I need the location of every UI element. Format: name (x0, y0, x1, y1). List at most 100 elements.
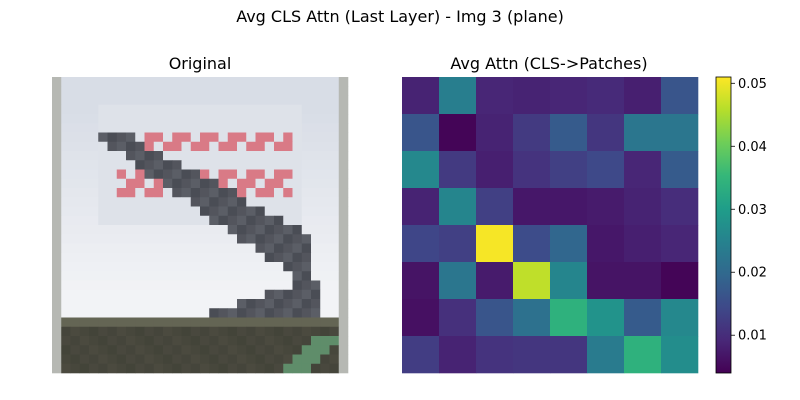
image-pixel (116, 169, 127, 180)
image-pixel (79, 104, 90, 115)
image-pixel (329, 123, 340, 133)
image-pixel (320, 123, 330, 133)
image-pixel (79, 326, 90, 337)
image-pixel (292, 299, 303, 309)
image-pixel (274, 215, 284, 226)
image-pixel (126, 363, 136, 374)
image-pixel (61, 363, 71, 374)
image-pixel (311, 345, 321, 355)
image-pixel (52, 363, 62, 374)
image-pixel (274, 169, 284, 180)
image-pixel (255, 188, 266, 198)
image-pixel (200, 308, 210, 318)
heatmap-cell (661, 151, 699, 189)
heatmap-cell (476, 299, 514, 337)
image-pixel (190, 114, 201, 124)
image-pixel (283, 95, 293, 106)
image-pixel (264, 114, 275, 124)
image-pixel (61, 132, 71, 143)
image-pixel (163, 206, 173, 217)
image-pixel (283, 326, 293, 337)
image-pixel (61, 197, 71, 207)
image-pixel (116, 326, 127, 337)
image-pixel (116, 77, 127, 87)
image-pixel (255, 363, 266, 374)
image-pixel (70, 317, 81, 328)
colorbar: 0.01 0.02 0.03 0.04 0.05 (715, 76, 767, 374)
image-pixel (283, 169, 293, 180)
image-pixel (61, 289, 71, 300)
image-pixel (320, 243, 330, 254)
image-pixel (274, 197, 284, 207)
image-pixel (52, 215, 62, 226)
image-pixel (153, 132, 164, 143)
image-pixel (61, 160, 71, 170)
image-pixel (338, 262, 349, 272)
heatmap-cell (439, 188, 477, 226)
image-pixel (172, 299, 182, 309)
image-pixel (135, 197, 145, 207)
image-pixel (116, 317, 127, 328)
image-pixel (320, 197, 330, 207)
colorbar-tick-label: 0.04 (738, 140, 767, 155)
image-pixel (246, 141, 256, 152)
heatmap-cell (402, 299, 440, 337)
image-pixel (163, 289, 173, 300)
image-pixel (98, 151, 108, 161)
heatmap-cell (587, 336, 625, 374)
image-pixel (135, 206, 145, 217)
image-pixel (89, 123, 99, 133)
image-pixel (200, 86, 210, 96)
image-pixel (144, 354, 155, 365)
image-pixel (329, 326, 340, 337)
image-pixel (237, 252, 247, 263)
image-pixel (61, 326, 71, 337)
image-pixel (181, 114, 192, 124)
image-pixel (218, 197, 229, 207)
image-pixel (311, 243, 321, 254)
image-pixel (311, 336, 321, 346)
image-pixel (70, 299, 81, 309)
image-pixel (255, 252, 266, 263)
image-pixel (126, 299, 136, 309)
image-pixel (70, 262, 81, 272)
image-pixel (218, 289, 229, 300)
image-pixel (227, 252, 238, 263)
image-pixel (264, 225, 275, 235)
image-pixel (52, 299, 62, 309)
image-pixel (70, 215, 81, 226)
image-pixel (181, 326, 192, 337)
image-pixel (126, 188, 136, 198)
image-pixel (153, 225, 164, 235)
image-pixel (135, 114, 145, 124)
image-pixel (301, 141, 312, 152)
image-pixel (181, 299, 192, 309)
image-pixel (209, 280, 219, 291)
image-pixel (52, 317, 62, 328)
image-pixel (218, 252, 229, 263)
image-pixel (283, 345, 293, 355)
image-pixel (89, 86, 99, 96)
image-pixel (181, 151, 192, 161)
image-pixel (301, 299, 312, 309)
image-pixel (172, 354, 182, 365)
heatmap-cell (624, 262, 662, 300)
image-pixel (237, 169, 247, 180)
image-pixel (320, 77, 330, 87)
image-pixel (218, 299, 229, 309)
heatmap-cell (624, 151, 662, 189)
image-pixel (52, 262, 62, 272)
image-pixel (52, 132, 62, 143)
image-pixel (292, 215, 303, 226)
image-pixel (89, 299, 99, 309)
image-pixel (264, 252, 275, 263)
image-pixel (200, 345, 210, 355)
image-pixel (52, 114, 62, 124)
image-pixel (227, 178, 238, 189)
image-pixel (135, 345, 145, 355)
image-pixel (218, 151, 229, 161)
image-pixel (209, 363, 219, 374)
image-pixel (218, 132, 229, 143)
image-pixel (79, 215, 90, 226)
image-pixel (264, 243, 275, 254)
